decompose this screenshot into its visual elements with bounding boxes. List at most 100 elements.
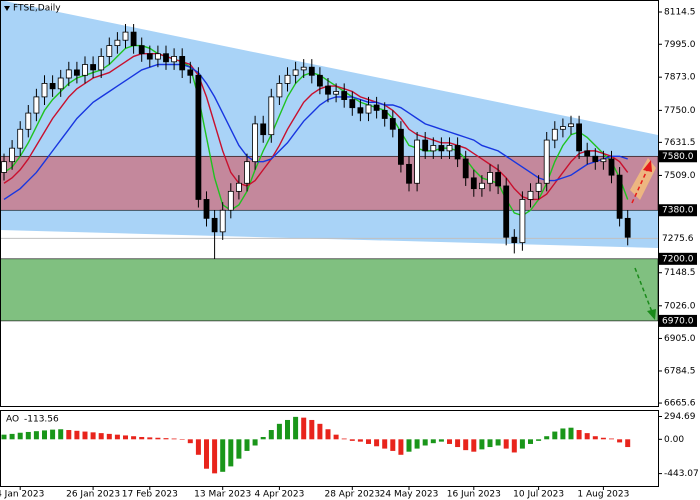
ao-bar: [576, 430, 582, 440]
zone: [0, 258, 659, 322]
candle-body: [446, 145, 453, 152]
ao-bar: [106, 433, 112, 440]
ao-bar: [90, 432, 96, 440]
ao-current: -113.56: [24, 415, 59, 425]
zone: [0, 155, 659, 211]
x-tick-label: 13 Mar 2023: [194, 490, 251, 500]
ao-bar: [503, 439, 509, 449]
candle-body: [568, 123, 574, 127]
candle-body: [495, 172, 502, 187]
candle-body: [535, 182, 542, 192]
ao-bar: [50, 429, 56, 440]
level-label-box: [659, 252, 697, 265]
ao-y-tick-label: 294.69: [664, 412, 696, 422]
ao-bar: [228, 439, 234, 467]
candle-body: [74, 69, 80, 76]
ao-bar: [366, 439, 371, 444]
chart-title: FTSE,Daily: [13, 4, 61, 14]
ao-bar: [17, 432, 23, 440]
ao-bar: [544, 436, 550, 440]
ao-bar: [592, 436, 598, 440]
candle-body: [551, 128, 558, 141]
candle-body: [82, 64, 88, 76]
y-tick-label: 7026.0: [664, 301, 696, 311]
ao-bar: [236, 439, 242, 459]
plot: [0, 24, 658, 259]
x-tick-label: 4 Apr 2023: [254, 490, 304, 500]
ao-bar: [1, 434, 7, 440]
ao-bar: [195, 439, 201, 455]
ao-bar: [463, 439, 469, 451]
candle-body: [49, 82, 56, 90]
ao-bar: [438, 439, 444, 442]
x-tick-label: 24 May 2023: [380, 490, 439, 500]
zones: [0, 155, 659, 322]
ao-bar: [455, 439, 461, 448]
candle-body: [1, 161, 7, 173]
ao-bar: [471, 439, 477, 452]
down-arrow: [634, 267, 653, 313]
candle-body: [503, 185, 510, 238]
candle-body: [211, 217, 218, 233]
candle-body: [406, 163, 412, 184]
ao-bar: [285, 419, 290, 440]
level-label-box: [659, 314, 697, 327]
ao-y-tick-label: -443.07: [664, 469, 699, 479]
level-label: 7380.0: [662, 206, 694, 216]
candle-body: [600, 158, 607, 163]
ao-bar: [293, 416, 299, 440]
ao-label: AO: [6, 415, 19, 425]
candle-body: [454, 145, 461, 160]
y-tick-label: 7873.0: [664, 73, 696, 83]
candle-body: [268, 96, 275, 136]
y-tick-label: 7995.0: [664, 40, 696, 50]
candle-body: [106, 45, 113, 57]
ao-bar: [374, 439, 380, 447]
level-label: 7580.0: [662, 152, 694, 162]
candle-body: [122, 31, 129, 41]
ao-bar: [479, 439, 485, 450]
ao-bar: [260, 436, 266, 440]
candle-body: [341, 91, 348, 100]
y-tick-label: 6665.6: [664, 399, 696, 409]
ao-bar: [301, 417, 307, 440]
y-tick-label: 6784.5: [664, 366, 696, 376]
candle-body: [584, 150, 591, 157]
candle-body: [624, 217, 631, 238]
candle-body: [430, 145, 437, 152]
ao-bar: [536, 439, 542, 441]
ao-bar: [406, 439, 412, 452]
ao-bar: [430, 439, 436, 444]
ao-bar: [609, 438, 614, 440]
ao-bar: [487, 439, 493, 448]
ao-bar: [447, 439, 452, 444]
candle-body: [17, 128, 24, 149]
candle-body: [389, 118, 396, 130]
ao-bar: [390, 439, 396, 451]
ao-bar: [131, 436, 137, 440]
ao-bar: [66, 430, 72, 440]
x-tick-label: 16 Jun 2023: [447, 490, 501, 500]
candle-body: [260, 123, 267, 136]
candle-body: [9, 147, 16, 163]
ao-bar: [276, 423, 282, 440]
ao-bar: [114, 434, 120, 440]
level-label-box: [659, 204, 697, 217]
ao-bar: [252, 439, 258, 446]
x-tick-label: 26 Jan 2023: [66, 490, 120, 500]
ao-frame: [0, 410, 659, 487]
candle-body: [284, 74, 291, 84]
candle-body: [438, 145, 445, 152]
ao-bar: [155, 437, 161, 440]
ao-bar: [600, 437, 606, 440]
ao-bar: [357, 439, 363, 442]
candle-body: [219, 209, 226, 233]
candle-body: [462, 158, 469, 179]
candle-body: [487, 172, 493, 184]
candle-body: [543, 139, 550, 184]
ao-bar: [414, 439, 420, 449]
ao-y-tick-label: 0.00: [664, 435, 684, 445]
candle-body: [33, 96, 40, 114]
ao-bar: [58, 429, 64, 440]
ao-bar: [82, 431, 88, 440]
